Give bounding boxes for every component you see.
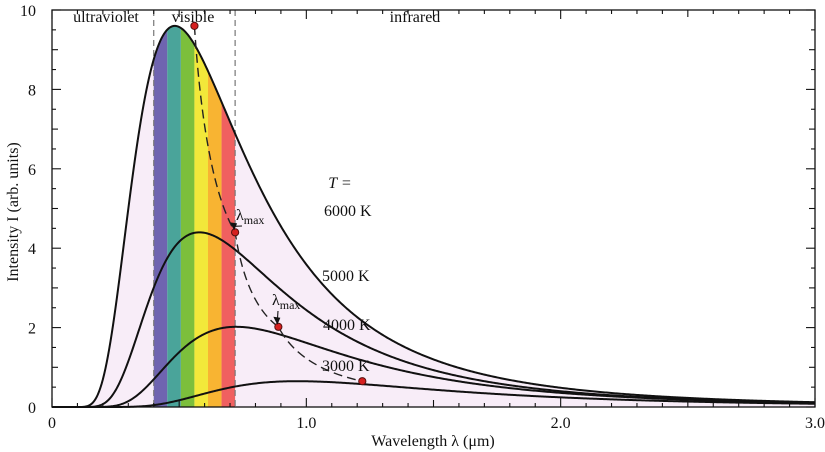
y-tick-label: 6 [28, 162, 36, 179]
lambda-max-label: λmax [272, 292, 300, 312]
wien-locus-line [193, 25, 363, 382]
curves-layer [52, 24, 816, 408]
y-tick-label: 2 [28, 321, 36, 338]
visible-band-1 [153, 29, 168, 407]
curve-6000k [52, 24, 816, 408]
lambda-max-arrowhead [230, 222, 238, 231]
fill-layer [52, 25, 815, 408]
lambda-max-annotation: λmax [272, 292, 300, 325]
curve-label-5000k: 5000 K [322, 268, 370, 285]
lambda-max-annotation: λmax [230, 207, 264, 231]
visible-band-4 [194, 44, 208, 407]
peak-marker-6000k [190, 21, 199, 30]
visible-band-3 [180, 27, 195, 407]
x-tick-label: 2.0 [551, 415, 571, 432]
x-axis-title: Wavelength λ (μm) [371, 433, 494, 450]
curve-4000k [52, 325, 816, 408]
temperature-label: T = [328, 175, 351, 192]
peak-marker-3000k [358, 377, 367, 386]
region-label-ultraviolet: ultraviolet [73, 9, 139, 26]
y-axis-title: Intensity I (arb. units) [5, 142, 22, 282]
region-label-visible: visible [172, 9, 215, 26]
peak-marker-5000k [231, 228, 240, 237]
y-tick-label: 4 [28, 241, 36, 258]
visible-band-2 [167, 25, 181, 407]
area-under-6000k [52, 25, 815, 408]
lambda-max-label: λmax [236, 207, 264, 227]
curve-label-6000k: 6000 K [324, 203, 372, 220]
visible-band-6 [221, 101, 236, 408]
region-label-infrared: infrared [390, 9, 441, 26]
x-tick-label: 0 [48, 415, 56, 432]
axes-layer [51, 9, 816, 408]
region-dividers [153, 10, 236, 407]
y-tick-label: 0 [28, 400, 36, 417]
lambda-max-arrowhead [273, 316, 281, 325]
curve-label-3000k: 3000 K [322, 358, 370, 375]
peak-marker-4000k [274, 322, 283, 331]
curve-label-4000k: 4000 K [323, 317, 371, 334]
x-tick-label: 1.0 [296, 415, 316, 432]
wien-locus-layer [190, 21, 367, 386]
y-tick-label: 8 [28, 82, 36, 99]
y-tick-label: 10 [20, 3, 36, 20]
labels-layer: 0 1.0 2.0 3.0 0 2 4 6 8 10 Wavelength λ (μm) Intens… [5, 3, 825, 450]
x-tick-label: 3.0 [805, 415, 825, 432]
visible-band-5 [207, 71, 222, 407]
